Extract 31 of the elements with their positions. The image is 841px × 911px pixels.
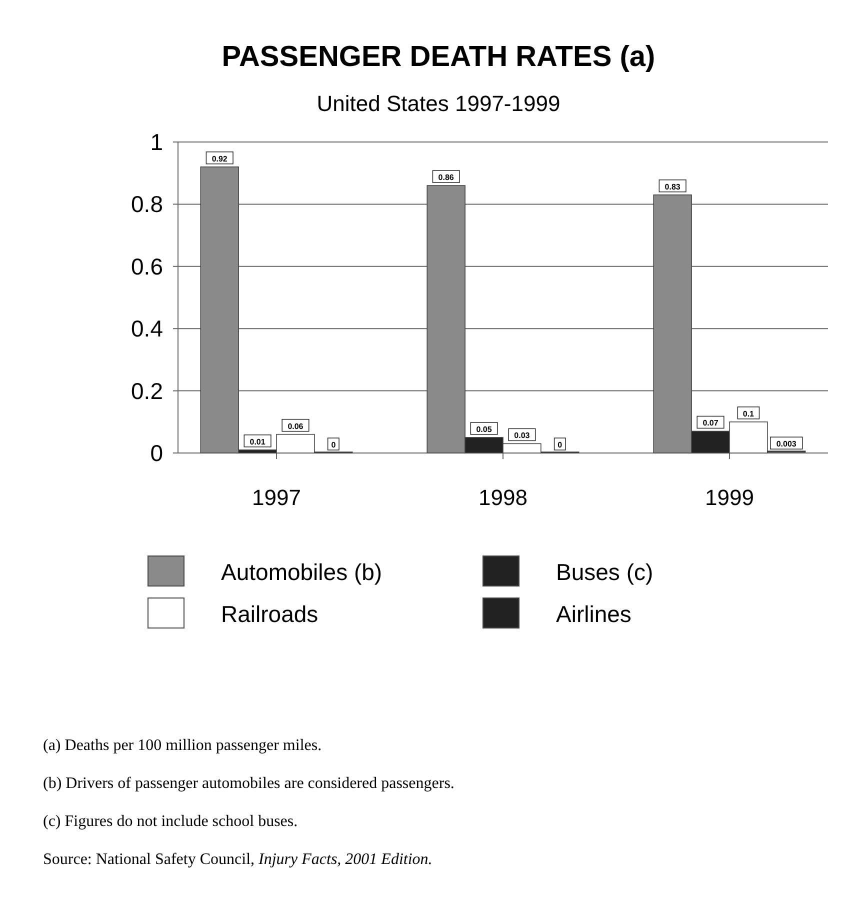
y-tick-label: 0.6: [131, 253, 163, 280]
data-label: 0.01: [250, 437, 266, 446]
legend-label: Railroads: [221, 601, 318, 627]
data-label: 0: [331, 440, 336, 450]
data-label: 0.07: [702, 418, 719, 428]
data-label: 0.1: [742, 409, 755, 418]
data-label: 0.03: [514, 431, 530, 440]
data-label: 0: [558, 440, 563, 450]
chart-title: PASSENGER DEATH RATES (a): [222, 41, 656, 73]
y-tick-label: 0.4: [131, 316, 164, 342]
y-tick-label: 0.2: [131, 378, 163, 404]
data-label: 0.86: [438, 173, 454, 182]
legend-label: Automobiles (b): [221, 559, 382, 585]
x-tick-label: 1999: [705, 485, 754, 510]
data-label: 0.83: [664, 182, 681, 192]
y-tick-label: 0: [150, 440, 163, 466]
y-tick-label: 0.8: [131, 191, 163, 218]
x-tick-label: 1997: [252, 485, 301, 510]
data-label: 0.92: [212, 154, 228, 164]
data-label: 0.003: [776, 440, 797, 449]
text: (a) Deaths per 100 million passenger miles.: [43, 737, 322, 754]
legend-label: Buses (c): [556, 559, 654, 585]
chart-subtitle: United States 1997-1999: [316, 91, 560, 116]
y-tick-label: 1: [150, 129, 163, 155]
source-note: Source: National Safety Council, Injury Facts, 2001 Edition.: [43, 851, 432, 868]
x-tick-label: 1998: [478, 485, 528, 510]
text: (c) Figures do not include school buses.: [43, 813, 298, 830]
legend-label: Airlines: [556, 601, 632, 627]
data-label: 0.05: [476, 424, 492, 434]
data-label: 0.06: [288, 422, 304, 431]
text: (b) Drivers of passenger automobiles are considered passengers.: [43, 775, 454, 792]
